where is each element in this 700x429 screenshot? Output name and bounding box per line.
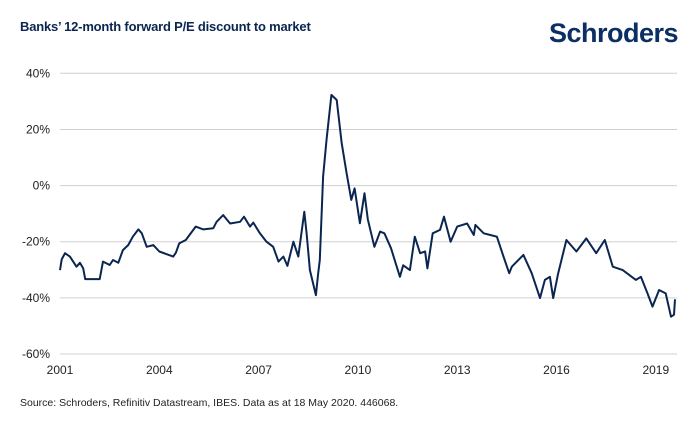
x-tick-label: 2001 — [47, 363, 74, 377]
x-tick-label: 2007 — [245, 363, 272, 377]
y-tick-label: 20% — [26, 122, 50, 136]
y-tick-label: -20% — [22, 235, 50, 249]
series-line — [59, 93, 676, 318]
schroders-logo: Schroders — [548, 18, 679, 48]
x-tick-label: 2010 — [345, 363, 372, 377]
x-tick-label: 2004 — [146, 363, 173, 377]
x-tick-label: 2016 — [543, 363, 570, 377]
chart-title: Banks’ 12-month forward P/E discount to … — [20, 19, 311, 34]
x-tick-label: 2019 — [642, 363, 669, 377]
y-tick-label: 0% — [33, 179, 51, 193]
y-tick-label: 40% — [26, 66, 50, 80]
x-tick-label: 2013 — [444, 363, 471, 377]
source-note: Source: Schroders, Refinitiv Datastream,… — [20, 397, 399, 409]
y-tick-label: -40% — [22, 291, 50, 305]
y-tick-label: -60% — [22, 347, 50, 361]
